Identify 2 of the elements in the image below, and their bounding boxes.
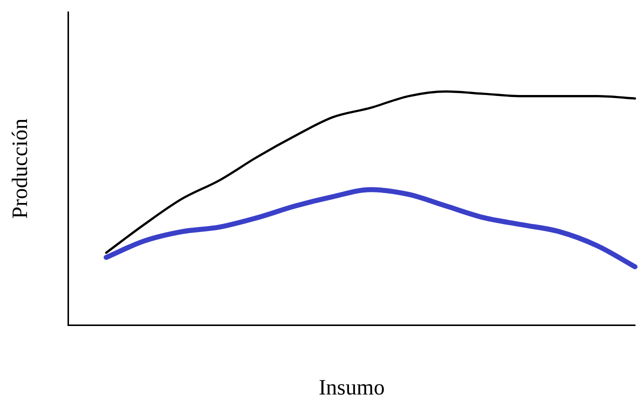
y-axis-title: Producción xyxy=(6,118,32,219)
x-axis-title: Insumo xyxy=(318,374,385,400)
